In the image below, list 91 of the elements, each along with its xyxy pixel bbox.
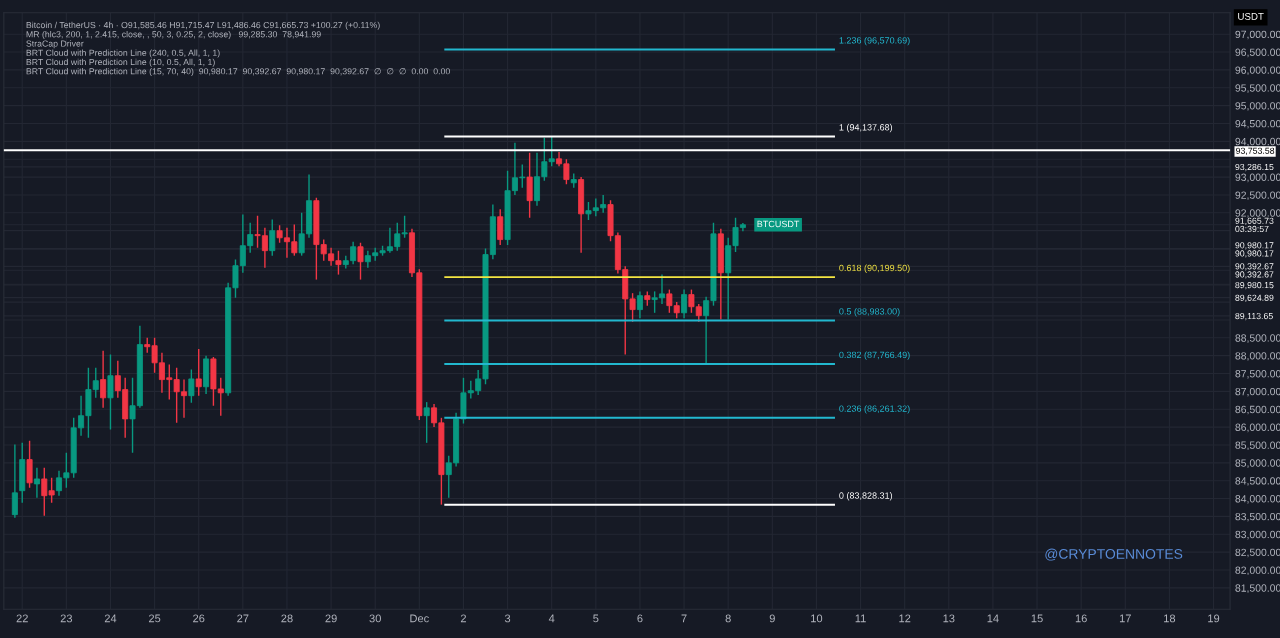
y-tick-label: 95,500.00 <box>1235 84 1280 93</box>
x-tick-label: 19 <box>1208 614 1220 623</box>
x-tick-label: 6 <box>637 614 643 623</box>
annotation: StraCap Driver <box>26 40 84 49</box>
ref-line-label: 0.618 (90,199.50) <box>839 264 910 273</box>
y-tick-label: 96,500.00 <box>1235 48 1280 58</box>
candlestick <box>636 290 643 319</box>
y-tick-label: 86,000.00 <box>1235 423 1280 433</box>
candlestick <box>269 218 276 257</box>
annotation: BRT Cloud with Prediction Line (10, 0.5, All, 1, 1) <box>26 58 215 67</box>
y-tick-label: 87,500.00 <box>1235 370 1280 379</box>
y-tick-label: 95,000.00 <box>1235 102 1280 111</box>
x-tick-label: 11 <box>855 614 866 623</box>
candlestick <box>357 242 364 281</box>
x-tick-label: 28 <box>281 614 293 623</box>
candlestick <box>195 348 202 397</box>
y-tick-label: 93,000.00 <box>1235 173 1280 183</box>
candlestick <box>107 353 114 431</box>
y-tick-label: 94,500.00 <box>1235 119 1280 129</box>
candlestick <box>100 349 107 409</box>
x-tick-label: 17 <box>1119 614 1131 623</box>
y-tick-label: 89,980.15 <box>1235 282 1274 290</box>
candlestick <box>11 443 18 519</box>
annotation: MR (hlc3, 200, 1, 2.415, close, , 50, 3, 0.25, 2, close) 99,285.30 78,941.99 <box>26 30 321 40</box>
y-tick-label: 83,500.00 <box>1235 512 1280 522</box>
x-tick-label: 9 <box>769 614 775 623</box>
annotation: BRT Cloud with Prediction Line (15, 70, 40) 90,980.17 90,392.67 90,980.17 90,392.67 ∅ ∅ ∅ 0.00 0.00 <box>26 67 450 77</box>
x-tick-label: 26 <box>193 614 205 623</box>
x-tick-label: 5 <box>593 614 599 623</box>
y-tick-label: 89,624.89 <box>1235 294 1274 302</box>
x-tick-label: 2 <box>460 614 466 623</box>
y-tick-label: 89,113.65 <box>1235 312 1273 321</box>
annotation: @CRYPTOENNOTES <box>1045 548 1183 561</box>
candlestick <box>526 152 533 219</box>
candlestick <box>33 467 40 499</box>
y-tick-label: 97,000.00 <box>1235 30 1280 40</box>
y-tick-label: 82,000.00 <box>1235 566 1280 576</box>
y-tick-label: 94,000.00 <box>1235 137 1280 147</box>
candlestick <box>681 288 688 319</box>
x-tick-label: 25 <box>148 614 161 623</box>
x-tick-label: 16 <box>1075 614 1087 623</box>
x-tick-label: 22 <box>16 614 28 623</box>
y-tick-label: 81,500.00 <box>1235 584 1280 593</box>
x-tick-label: 30 <box>369 614 381 623</box>
x-tick-label: 29 <box>325 614 337 623</box>
x-tick-label: 24 <box>104 614 117 623</box>
candlestick <box>26 439 33 489</box>
y-tick-label: 85,000.00 <box>1235 459 1280 468</box>
candlestick <box>423 401 430 444</box>
x-tick-label: 13 <box>943 614 955 623</box>
y-tick-label: 88,000.00 <box>1235 352 1280 361</box>
y-tick-label: 92,500.00 <box>1235 191 1280 201</box>
x-tick-label: 15 <box>1031 614 1043 623</box>
ref-line-label: 0 (83,828.31) <box>839 492 893 501</box>
x-tick-label: 10 <box>811 614 823 623</box>
y-tick-label: 85,500.00 <box>1235 441 1280 451</box>
x-tick-label: 18 <box>1164 614 1176 623</box>
y-tick-label: 82,500.00 <box>1235 548 1280 558</box>
ref-line-label: 0.236 (86,261.32) <box>839 405 910 414</box>
annotation: BRT Cloud with Prediction Line (240, 0.5, All, 1, 1) <box>26 49 220 58</box>
y-tick-label: 96,000.00 <box>1235 66 1280 76</box>
ref-line-label: 0.5 (88,983.00) <box>839 307 900 317</box>
ref-line-label: 1 (94,137.68) <box>839 123 893 133</box>
x-tick-label: 4 <box>548 614 555 623</box>
x-tick-label: 12 <box>899 614 911 623</box>
candlestick <box>188 368 195 404</box>
y-tick-label: 88,500.00 <box>1235 334 1280 343</box>
y-tick-label: 84,000.00 <box>1235 495 1280 504</box>
ref-line-label: 0.382 (87,766.49) <box>839 351 910 360</box>
annotation: BTCUSDT <box>757 220 800 228</box>
candlestick <box>497 208 504 246</box>
y-tick-label: 87,000.00 <box>1235 387 1280 397</box>
y-tick-label: 92,000.00 <box>1235 209 1280 218</box>
y-tick-label: 93,286.15 <box>1235 163 1274 172</box>
x-tick-label: 3 <box>504 614 511 623</box>
x-tick-label: Dec <box>410 614 429 623</box>
x-tick-label: 8 <box>725 614 731 623</box>
ref-line-label: 1.236 (96,570.69) <box>839 36 910 46</box>
y-tick-label: 90,392.67 90,392.67 <box>1235 263 1274 279</box>
y-tick-label: 90,980.17 90,980.17 <box>1235 242 1274 258</box>
x-tick-label: 27 <box>237 614 249 623</box>
y-tick-label: 86,500.00 <box>1235 405 1280 415</box>
y-tick-label: 83,000.00 <box>1235 530 1280 540</box>
y-tick-label: 84,500.00 <box>1235 477 1280 486</box>
annotation: Bitcoin / TetherUS · 4h · O91,585.46 H91,715.47 L91,486.46 C91,665.73 +100.27 (+0.11%) <box>26 21 380 30</box>
x-tick-label: 7 <box>681 614 687 623</box>
x-tick-label: 23 <box>60 614 73 623</box>
x-tick-label: 14 <box>987 614 999 623</box>
y-tick-label: 91,665.73 03:39:57 <box>1235 217 1274 233</box>
y-axis-title: USDT <box>1238 13 1264 20</box>
ref-line-label: 93,753.58 <box>1236 147 1275 155</box>
